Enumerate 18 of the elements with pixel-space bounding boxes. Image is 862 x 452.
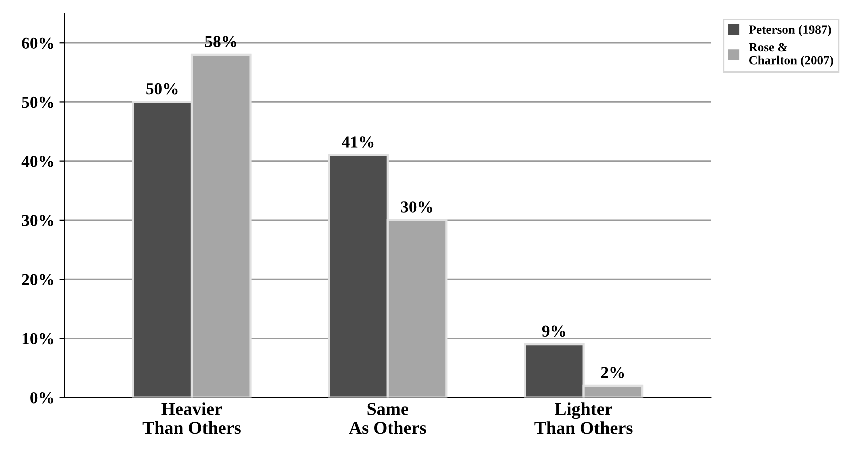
y-tick-label: 10% xyxy=(22,333,54,345)
x-tick-label: Same As Others xyxy=(349,403,426,434)
legend-label: Peterson (1987) xyxy=(749,25,832,37)
x-tick-label: Heavier Than Others xyxy=(142,402,241,434)
y-tick-label: 50% xyxy=(22,96,54,108)
x-tick-label: Lighter Than Others xyxy=(534,402,633,434)
text: 58% xyxy=(205,36,236,48)
y-tick-label: 40% xyxy=(22,156,54,168)
y-tick-label: 0% xyxy=(30,392,54,404)
text: 9% xyxy=(542,326,566,338)
y-tick-label: 30% xyxy=(22,215,54,226)
text: 41% xyxy=(342,136,374,148)
legend-label: Rose & Charlton (2007) xyxy=(749,43,834,68)
y-tick-label: 60% xyxy=(22,38,54,50)
text: 2% xyxy=(601,367,624,378)
text: 30% xyxy=(401,202,432,213)
text: 50% xyxy=(146,83,178,95)
y-tick-label: 20% xyxy=(22,274,54,286)
